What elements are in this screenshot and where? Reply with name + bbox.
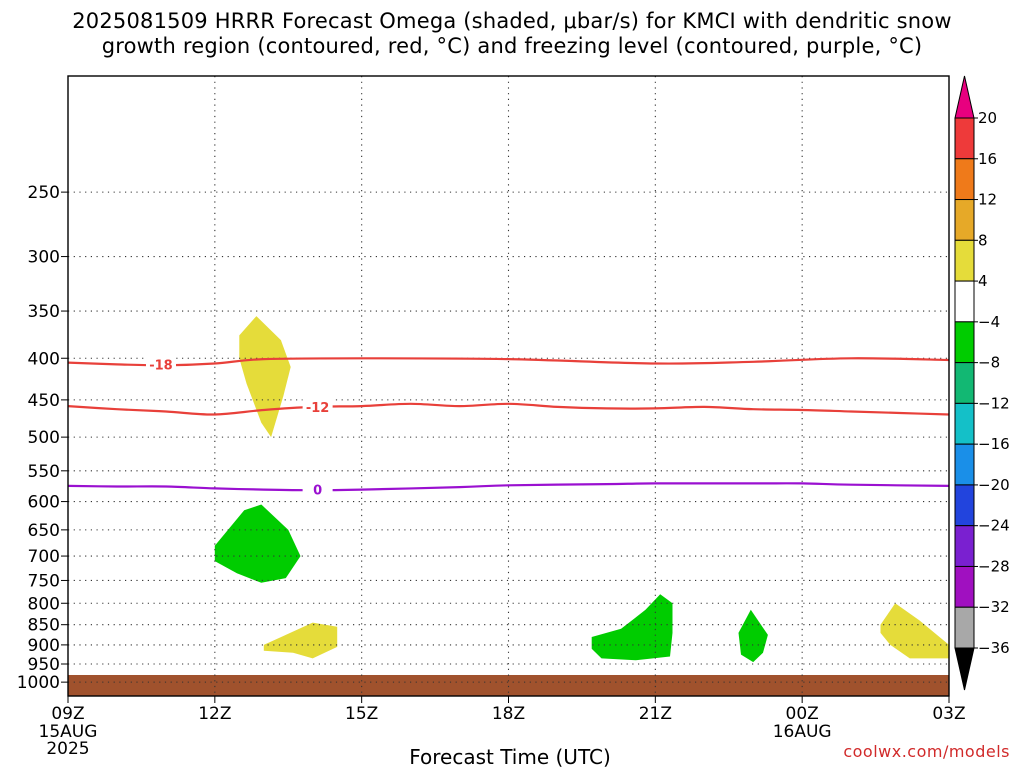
chart-title-line-2: growth region (contoured, red, °C) and f… bbox=[101, 34, 923, 58]
contour-label--12: -12 bbox=[306, 401, 330, 416]
colorbar-label-7: −12 bbox=[978, 394, 1010, 412]
contour-label-bg--18 bbox=[145, 356, 176, 373]
y-tick-label-800: 800 bbox=[28, 594, 60, 614]
colorbar-swatch-5 bbox=[954, 280, 975, 323]
y-tick-label-250: 250 bbox=[28, 183, 60, 203]
colorbar-swatch-6 bbox=[954, 321, 975, 364]
colorbar: 20 16 12 8 4 −4 −8 −12 −16 −20 −24 −28 −32 −36 bbox=[954, 75, 1010, 691]
plot-area: -18 -12 0 bbox=[67, 75, 950, 697]
contour-line-0 bbox=[67, 482, 950, 492]
x-tick-label-21Z: 21Z bbox=[639, 704, 672, 724]
y-tick-label-950: 950 bbox=[28, 655, 60, 675]
y-tick-label-350: 350 bbox=[28, 302, 60, 322]
y-tick-label-700: 700 bbox=[28, 547, 60, 567]
colorbar-label-2: 12 bbox=[978, 191, 997, 209]
x-tick-label-15Z: 15Z bbox=[345, 704, 378, 724]
x-tick-label-09Z: 09Z bbox=[51, 704, 84, 724]
x-tick-label-00Z: 00Z bbox=[786, 704, 819, 724]
colorbar-label-10: −24 bbox=[978, 517, 1010, 535]
credit-text: coolwx.com/models bbox=[843, 742, 1010, 761]
y-tick-label-500: 500 bbox=[28, 428, 60, 448]
colorbar-label-5: −4 bbox=[978, 313, 1000, 331]
y-tick-label-450: 450 bbox=[28, 391, 60, 411]
colorbar-swatch-1 bbox=[954, 117, 975, 160]
chart-title-line-1: 2025081509 HRRR Forecast Omega (shaded, … bbox=[72, 9, 952, 33]
colorbar-label-8: −16 bbox=[978, 435, 1010, 453]
contour-label--18: -18 bbox=[149, 358, 173, 373]
colorbar-swatch-top bbox=[954, 75, 975, 119]
colorbar-label-12: −32 bbox=[978, 598, 1010, 616]
colorbar-label-4: 4 bbox=[978, 272, 988, 290]
colorbar-swatch-12 bbox=[954, 565, 975, 608]
colorbar-swatch-10 bbox=[954, 484, 975, 527]
colorbar-swatch-9 bbox=[954, 443, 975, 486]
colorbar-label-0: 20 bbox=[978, 109, 997, 127]
x-tick-sublabel-2025: 2025 bbox=[46, 739, 89, 759]
colorbar-label-6: −8 bbox=[978, 354, 1000, 372]
contour-line--12 bbox=[67, 402, 950, 416]
colorbar-swatch-4 bbox=[954, 239, 975, 282]
colorbar-label-1: 16 bbox=[978, 150, 997, 168]
contour-label-bg-0 bbox=[302, 481, 333, 498]
omega-region-4 bbox=[591, 594, 673, 661]
colorbar-swatch-11 bbox=[954, 525, 975, 567]
y-tick-label-600: 600 bbox=[28, 493, 60, 513]
contour-label-bg--12 bbox=[302, 398, 333, 415]
omega-region-2 bbox=[214, 504, 301, 583]
x-tick-label-12Z: 12Z bbox=[198, 704, 231, 724]
colorbar-label-9: −20 bbox=[978, 476, 1010, 494]
omega-region-3 bbox=[263, 622, 338, 659]
y-tick-label-900: 900 bbox=[28, 636, 60, 656]
x-tick-label-03Z: 03Z bbox=[932, 704, 965, 724]
colorbar-label-13: −36 bbox=[978, 639, 1010, 657]
colorbar-label-3: 8 bbox=[978, 231, 988, 249]
y-tick-label-750: 750 bbox=[28, 571, 60, 591]
omega-region-5 bbox=[738, 609, 768, 663]
omega-region-1 bbox=[239, 316, 291, 438]
colorbar-swatch-3 bbox=[954, 199, 975, 241]
y-tick-label-550: 550 bbox=[28, 462, 60, 482]
colorbar-swatch-bottom bbox=[954, 647, 975, 691]
y-tick-label-1000: 1000 bbox=[17, 673, 60, 693]
y-tick-label-850: 850 bbox=[28, 616, 60, 636]
colorbar-swatch-8 bbox=[954, 402, 975, 445]
x-axis-label: Forecast Time (UTC) bbox=[409, 745, 611, 769]
y-tick-label-400: 400 bbox=[28, 349, 60, 369]
x-tick-sublabel-15aug: 15AUG bbox=[39, 722, 98, 742]
colorbar-label-11: −28 bbox=[978, 557, 1010, 575]
colorbar-swatch-13 bbox=[954, 606, 975, 649]
y-tick-label-300: 300 bbox=[28, 248, 60, 268]
x-tick-sublabel-16aug: 16AUG bbox=[773, 722, 832, 742]
y-tick-label-650: 650 bbox=[28, 521, 60, 541]
colorbar-swatch-7 bbox=[954, 362, 975, 404]
ground-strip bbox=[68, 674, 949, 696]
omega-region-6 bbox=[880, 603, 949, 659]
contour-label-0: 0 bbox=[313, 484, 322, 499]
colorbar-swatch-2 bbox=[954, 158, 975, 201]
x-tick-label-18Z: 18Z bbox=[492, 704, 525, 724]
y-axis: 2503003504004505005506006507007508008509… bbox=[17, 183, 68, 693]
